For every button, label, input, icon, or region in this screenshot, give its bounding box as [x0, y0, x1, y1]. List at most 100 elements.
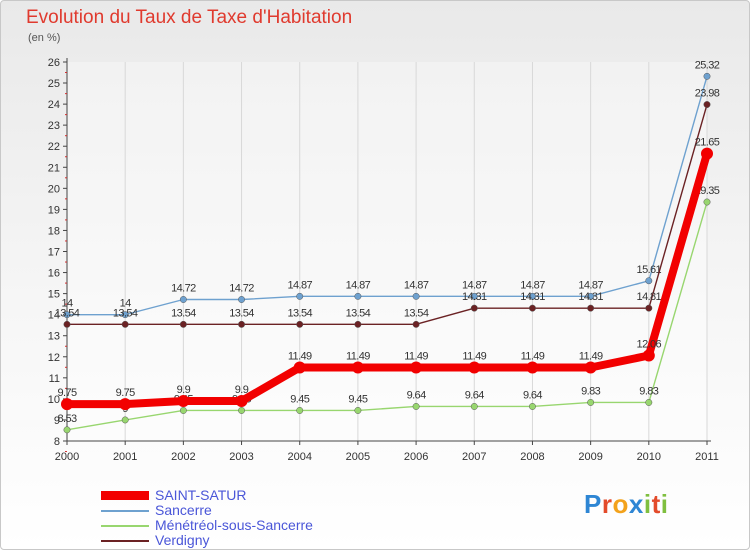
data-label-saint-satur: 21.65 [695, 137, 720, 149]
data-point-menetreol-sous-sancerre [179, 407, 187, 414]
logo-letter: i [643, 489, 652, 519]
y-tick-label: 10 [48, 394, 60, 406]
data-label-sancerre: 14.87 [462, 279, 487, 291]
y-tick-label: 25 [48, 78, 60, 90]
data-label-sancerre: 14.87 [346, 279, 371, 291]
data-point-menetreol-sous-sancerre [529, 403, 536, 410]
legend-label: Ménétréol-sous-Sancerre [155, 517, 313, 533]
data-point-saint-satur [177, 394, 190, 407]
data-point-saint-satur [235, 394, 248, 407]
legend-swatch-verdigny [101, 540, 149, 542]
data-label-menetreol-sous-sancerre: 9.83 [639, 385, 658, 397]
data-label-sancerre: 14 [120, 298, 132, 310]
data-label-verdigny: 13.54 [113, 307, 138, 319]
series-line-verdigny [66, 103, 708, 326]
y-tick-label: 21 [48, 162, 60, 174]
data-point-sancerre [121, 311, 129, 319]
data-label-sancerre: 14.72 [171, 283, 196, 295]
y-tick-label: 12 [48, 352, 60, 364]
data-label-sancerre: 14.87 [404, 279, 429, 291]
data-point-saint-satur [351, 361, 364, 374]
series-line-saint-satur [63, 149, 711, 409]
data-point-verdigny [179, 320, 187, 328]
chart-title: Evolution du Taux de Taxe d'Habitation [26, 7, 353, 28]
data-point-sancerre [63, 311, 71, 319]
y-tick-label: 16 [48, 268, 60, 280]
x-tick-label: 2007 [462, 451, 486, 463]
data-point-saint-satur [584, 361, 597, 374]
data-label-saint-satur: 11.49 [288, 351, 312, 363]
data-point-verdigny [296, 320, 304, 328]
y-tick-label: 13 [48, 331, 60, 343]
data-label-saint-satur: 11.49 [462, 351, 486, 363]
data-point-verdigny [703, 101, 711, 108]
plot-area [67, 62, 707, 441]
data-point-menetreol-sous-sancerre [645, 399, 653, 406]
data-point-saint-satur [293, 361, 306, 374]
data-label-menetreol-sous-sancerre: 9.45 [348, 393, 367, 405]
data-label-saint-satur: 12.06 [637, 339, 662, 351]
data-label-saint-satur: 11.49 [521, 351, 545, 363]
y-tick-label: 24 [48, 99, 60, 111]
data-point-saint-satur [61, 398, 73, 411]
x-tick-label: 2011 [695, 451, 719, 463]
series-line-menetreol-sous-sancerre [66, 201, 708, 431]
y-tick-label: 20 [48, 183, 60, 195]
data-point-menetreol-sous-sancerre [703, 198, 711, 206]
data-point-saint-satur [642, 349, 655, 362]
data-label-saint-satur: 11.49 [346, 351, 370, 363]
data-point-saint-satur [410, 361, 423, 374]
data-point-menetreol-sous-sancerre [238, 407, 245, 414]
data-point-sancerre [587, 292, 595, 300]
data-label-menetreol-sous-sancerre: 9.83 [581, 385, 600, 397]
data-label-menetreol-sous-sancerre: 9.64 [465, 389, 484, 401]
y-tick-label: 15 [48, 289, 60, 301]
data-label-sancerre: 15.61 [637, 264, 662, 276]
data-point-saint-satur [468, 361, 481, 374]
data-point-sancerre [412, 292, 420, 300]
y-tick-label: 8 [54, 436, 60, 448]
data-point-sancerre [645, 277, 653, 285]
logo-letter: t [651, 489, 661, 519]
data-label-verdigny: 13.54 [171, 307, 196, 319]
logo-letter: o [612, 489, 629, 519]
data-label-menetreol-sous-sancerre: 9.64 [523, 389, 542, 401]
data-label-verdigny: 14.31 [578, 291, 603, 303]
data-point-saint-satur [119, 398, 132, 411]
data-label-verdigny: 13.54 [404, 307, 429, 319]
y-tick-label: 14 [48, 310, 60, 322]
chart-unit: (en %) [28, 32, 61, 44]
logo-letter: r [601, 489, 613, 519]
data-label-verdigny: 14.81 [637, 291, 662, 303]
data-point-verdigny [587, 304, 595, 312]
y-tick-label: 18 [48, 225, 60, 237]
y-tick-label: 9 [54, 415, 60, 427]
data-point-verdigny [63, 320, 71, 328]
x-tick-label: 2001 [113, 451, 137, 463]
logo-letter: x [628, 489, 644, 519]
data-point-sancerre [238, 296, 245, 303]
data-label-saint-satur: 9.75 [57, 387, 76, 399]
data-label-sancerre: 14.87 [520, 279, 545, 291]
data-point-verdigny [121, 320, 129, 328]
data-point-menetreol-sous-sancerre [470, 403, 478, 410]
data-label-saint-satur: 11.49 [404, 351, 428, 363]
data-point-menetreol-sous-sancerre [587, 399, 595, 406]
data-label-verdigny: 13.54 [55, 307, 80, 319]
y-tick-label: 11 [49, 373, 60, 385]
data-point-sancerre [470, 292, 478, 300]
logo-letter: P [584, 489, 602, 519]
data-label-sancerre: 14.72 [229, 283, 254, 295]
data-label-sancerre: 14 [61, 298, 73, 310]
data-point-verdigny [645, 304, 653, 312]
x-tick-label: 2008 [520, 451, 544, 463]
x-tick-label: 2009 [578, 451, 602, 463]
data-label-verdigny: 13.54 [346, 307, 371, 319]
series-line-sancerre [66, 75, 708, 316]
x-tick-label: 2004 [287, 451, 311, 463]
data-point-verdigny [412, 320, 420, 328]
data-point-menetreol-sous-sancerre [63, 426, 71, 434]
data-point-saint-satur [526, 361, 539, 374]
data-label-sancerre: 25.32 [695, 59, 720, 71]
legend-label: Verdigny [155, 532, 210, 548]
